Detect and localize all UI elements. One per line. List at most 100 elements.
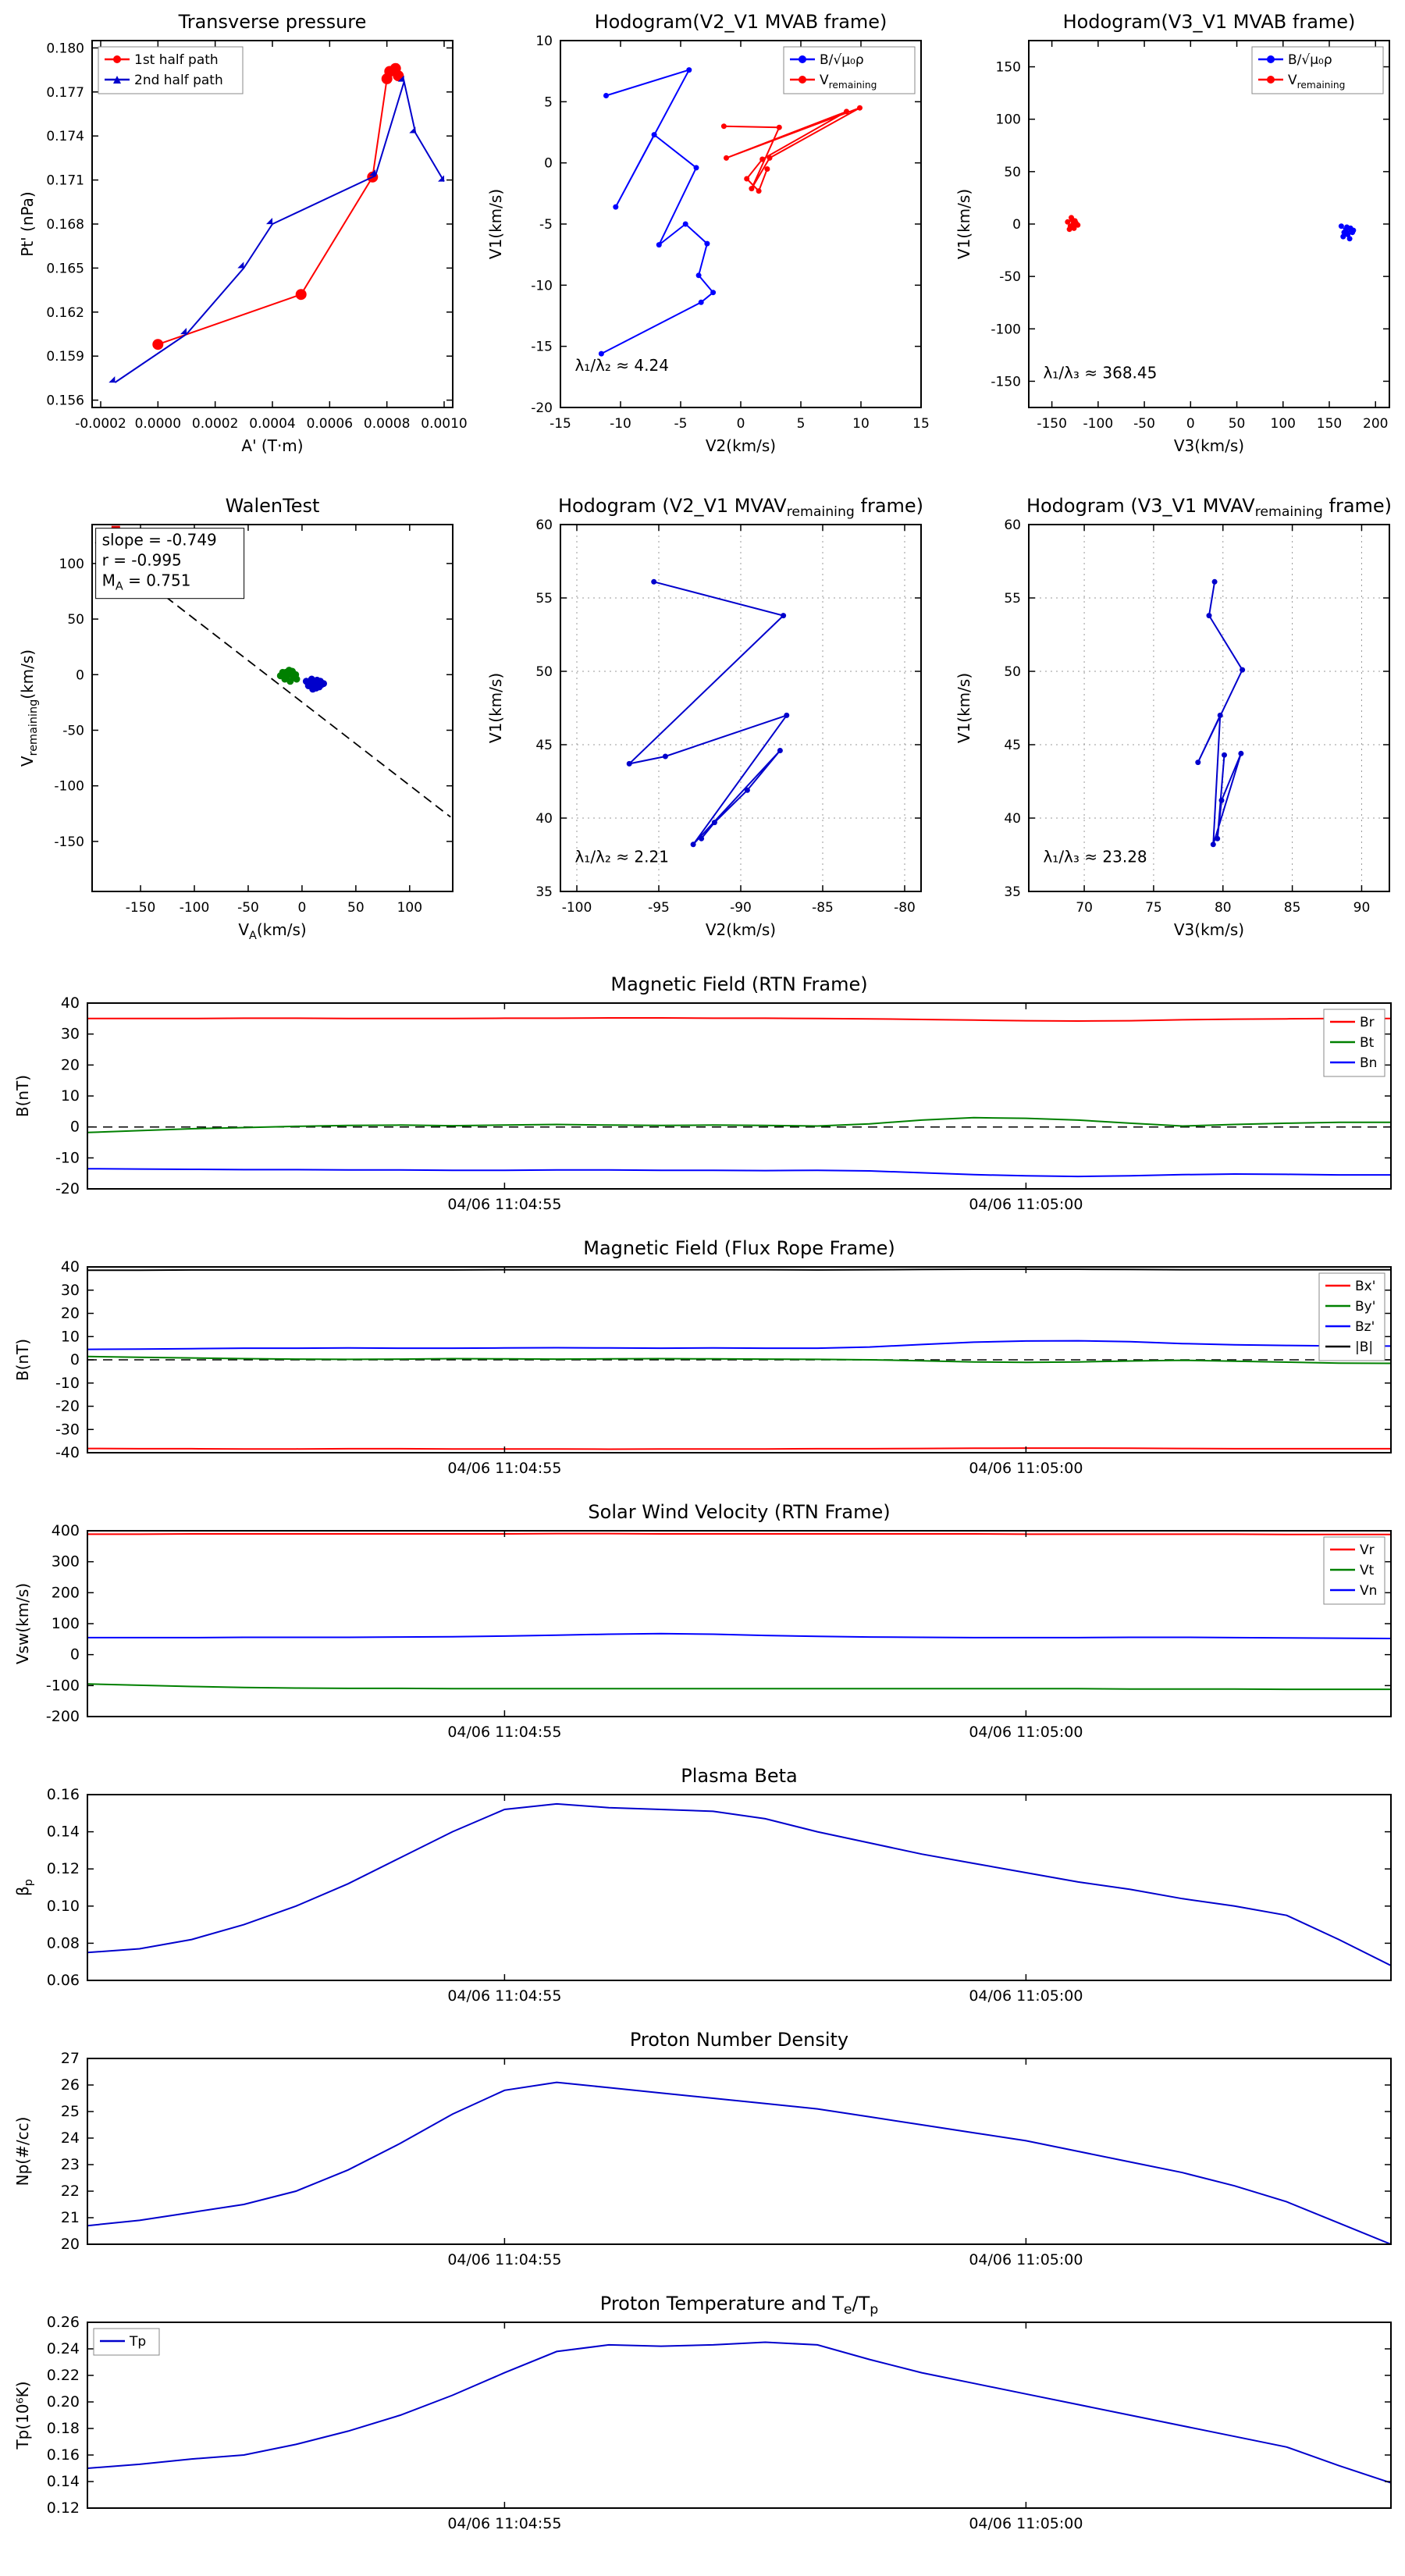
y-tick-label: 0 xyxy=(70,1351,80,1368)
axes-frame xyxy=(87,2322,1392,2509)
y-tick-label: -40 xyxy=(55,1444,80,1461)
x-axis-label: V2(km/s) xyxy=(706,920,776,939)
legend-box xyxy=(98,46,244,94)
marker-triangle xyxy=(369,169,376,176)
x-tick-label: 04/06 11:05:00 xyxy=(969,2515,1083,2532)
y-tick-label: 0 xyxy=(70,1119,80,1136)
y-tick-label: 35 xyxy=(1004,884,1021,900)
chart-title: Hodogram (V2_V1 MVAVremaining​ frame) xyxy=(558,495,923,520)
y-axis-label: Vremaining​(km/s) xyxy=(18,649,40,767)
marker-dot xyxy=(764,166,770,172)
x-tick-label: 04/06 11:05:00 xyxy=(969,1196,1083,1213)
y-tick-label: 0.24 xyxy=(47,2340,80,2357)
chart-walen-test: -150 -100 -50 0 50 100 -150 -100 -50 0 50 100 WalenT… xyxy=(0,484,468,952)
marker-dot xyxy=(749,186,755,192)
marker-dot xyxy=(799,55,806,63)
y-tick-label: -200 xyxy=(46,1708,80,1725)
annotation-text: λ₁/λ₃ ≈ 368.45 xyxy=(1043,363,1157,382)
x-tick-label: 0 xyxy=(737,416,745,432)
y-tick-label: 0 xyxy=(1012,217,1021,233)
y-tick-label: 20 xyxy=(61,1305,80,1322)
legend-label: |B| xyxy=(1355,1340,1373,1355)
y-tick-label: 0.08 xyxy=(47,1934,80,1952)
x-tick-label: 200 xyxy=(1363,416,1388,432)
marker-dot xyxy=(1065,219,1071,225)
x-tick-label: -0.0002 xyxy=(75,416,126,432)
marker-dot xyxy=(1195,760,1201,766)
marker-dot xyxy=(1267,55,1275,63)
y-tick-label: 100 xyxy=(52,1615,80,1632)
hodogram-v3v1-mvab-svg: -150 -100 -50 0 50 100 150 200 -150 -100 -50 0 50 100… xyxy=(955,11,1390,455)
x-axis-label: V3(km/s) xyxy=(1174,436,1244,455)
marker-triangle xyxy=(409,126,416,133)
x-tick-label: 04/06 11:05:00 xyxy=(969,1987,1083,2005)
marker-dot xyxy=(781,613,787,619)
y-tick-label: 10 xyxy=(61,1087,80,1105)
x-tick-label: -150 xyxy=(126,900,156,916)
series-2nd-half-path xyxy=(114,78,445,383)
series-Bx- xyxy=(87,1447,1391,1450)
axes-frame xyxy=(87,1002,1392,1190)
y-tick-label: -5 xyxy=(539,217,553,233)
marker-dot xyxy=(1344,224,1350,230)
x-tick-label: 100 xyxy=(397,900,422,916)
legend-label: 1st half path xyxy=(134,52,219,68)
chart-title: WalenTest xyxy=(226,495,320,517)
marker-dot xyxy=(603,93,609,98)
marker-dot xyxy=(720,123,727,130)
y-tick-label: 0.12 xyxy=(47,1860,80,1877)
x-tick-label: -80 xyxy=(894,900,916,916)
y-tick-label: 20 xyxy=(61,1056,80,1073)
chart-title: Magnetic Field (RTN Frame) xyxy=(610,973,867,995)
marker-dot xyxy=(686,67,692,73)
x-tick-label: 0.0000 xyxy=(135,416,181,432)
marker-dot xyxy=(1238,750,1244,756)
annotation-box xyxy=(95,528,245,600)
marker-dot xyxy=(1075,222,1081,228)
annotation-line: r = -0.995 xyxy=(102,551,182,570)
y-tick-label: 10 xyxy=(61,1328,80,1345)
legend-label: Vremaining​ xyxy=(820,73,877,91)
marker-dot xyxy=(286,678,294,685)
marker-dot xyxy=(310,681,318,688)
transverse-pressure-svg: -0.0002 0.0000 0.0002 0.0004 0.0006 0.0008 0.0… xyxy=(18,11,468,455)
y-tick-label: 0.162 xyxy=(46,305,84,321)
marker-dot xyxy=(767,155,773,161)
chart-plasma-beta: 04/06 11:04:55 04/06 11:05:00 0.06 0.08 0.10… xyxy=(0,1763,1405,2021)
y-tick-label: -30 xyxy=(55,1421,80,1438)
y-axis-label: Pt' (nPa) xyxy=(18,191,37,256)
x-tick-label: -100 xyxy=(1083,416,1114,432)
legend-label: 2nd half path xyxy=(134,73,223,88)
legend-label: Tp xyxy=(129,2334,146,2350)
series-V xyxy=(627,581,789,845)
y-tick-label: -150 xyxy=(54,834,84,850)
marker-dot xyxy=(695,272,702,279)
y-tick-label: 0 xyxy=(76,667,84,683)
y-tick-label: 50 xyxy=(67,612,84,628)
y-tick-label: 40 xyxy=(61,994,80,1012)
x-tick-label: 10 xyxy=(852,416,870,432)
marker-dot xyxy=(844,109,849,115)
marker-dot xyxy=(282,668,290,676)
y-tick-label: 400 xyxy=(52,1522,80,1539)
x-tick-label: 0.0002 xyxy=(192,416,238,432)
y-tick-label: 40 xyxy=(61,1258,80,1276)
x-tick-label: 04/06 11:05:00 xyxy=(969,2251,1083,2268)
b-fluxrope-svg: 04/06 11:04:55 04/06 11:05:00 -40 -30 -20 -10… xyxy=(13,1237,1392,1477)
y-tick-label: 50 xyxy=(1004,664,1021,680)
y-tick-label: 21 xyxy=(61,2209,80,2226)
marker-dot xyxy=(724,155,729,161)
hodogram-v2v1-mvab-svg: -15 -10 -5 0 5 10 15-20-15-10-50510Hodogram(V2… xyxy=(486,11,930,455)
y-tick-label: -20 xyxy=(531,400,553,416)
marker-dot xyxy=(857,105,863,111)
chart-proton-density: 04/06 11:04:55 04/06 11:05:00 20 21 22 23 24 25… xyxy=(0,2027,1405,2285)
y-tick-label: 0.12 xyxy=(47,2500,80,2517)
marker-triangle xyxy=(108,376,116,383)
marker-dot xyxy=(1066,226,1072,233)
y-axis-label: V1(km/s) xyxy=(486,673,505,743)
y-axis-label: Vsw(km/s) xyxy=(13,1583,32,1664)
y-tick-label: 5 xyxy=(544,94,553,110)
marker-dot xyxy=(784,712,790,718)
chart-hodogram-v3v1-mvav: 70 75 80 85 90 35 40 45 50 55 60 Hodogram (V3_V1 MV… xyxy=(937,484,1405,952)
y-tick-label: -10 xyxy=(55,1375,80,1392)
